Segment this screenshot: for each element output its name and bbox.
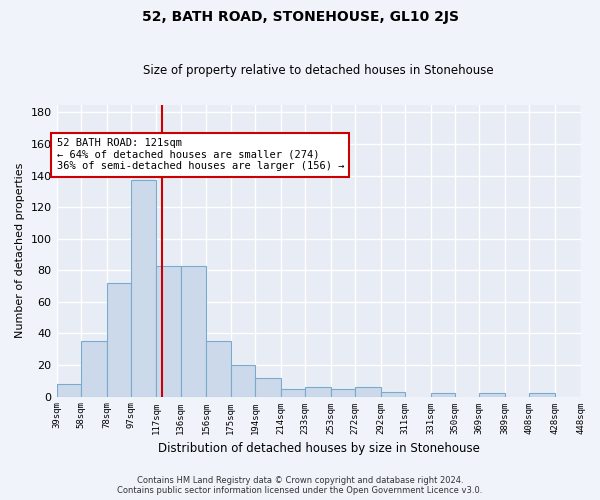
Text: 52 BATH ROAD: 121sqm
← 64% of detached houses are smaller (274)
36% of semi-deta: 52 BATH ROAD: 121sqm ← 64% of detached h… xyxy=(56,138,344,172)
X-axis label: Distribution of detached houses by size in Stonehouse: Distribution of detached houses by size … xyxy=(158,442,479,455)
Bar xyxy=(355,387,380,396)
Bar xyxy=(255,378,281,396)
Bar xyxy=(305,387,331,396)
Bar xyxy=(56,384,81,396)
Bar xyxy=(206,342,231,396)
Bar xyxy=(131,180,157,396)
Y-axis label: Number of detached properties: Number of detached properties xyxy=(15,163,25,338)
Bar xyxy=(281,388,305,396)
Text: 52, BATH ROAD, STONEHOUSE, GL10 2JS: 52, BATH ROAD, STONEHOUSE, GL10 2JS xyxy=(142,10,458,24)
Bar xyxy=(529,394,555,396)
Bar xyxy=(181,266,206,396)
Bar xyxy=(107,283,131,397)
Bar xyxy=(479,394,505,396)
Text: Contains HM Land Registry data © Crown copyright and database right 2024.
Contai: Contains HM Land Registry data © Crown c… xyxy=(118,476,482,495)
Bar xyxy=(431,394,455,396)
Bar xyxy=(231,365,255,396)
Bar xyxy=(380,392,405,396)
Bar xyxy=(157,266,181,396)
Title: Size of property relative to detached houses in Stonehouse: Size of property relative to detached ho… xyxy=(143,64,494,77)
Bar xyxy=(331,388,355,396)
Bar xyxy=(81,342,107,396)
